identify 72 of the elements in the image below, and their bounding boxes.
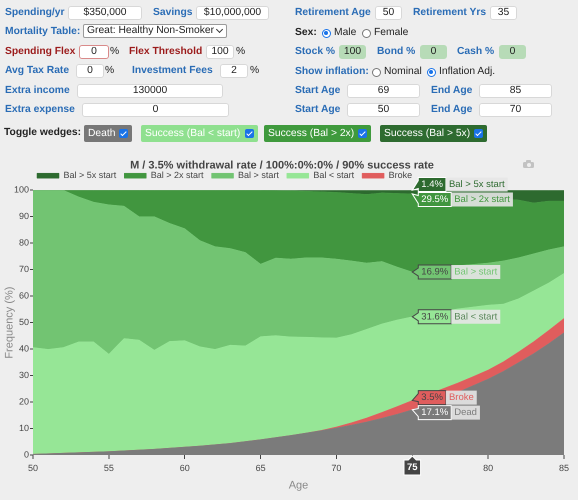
data-label: 16.9%: [421, 266, 449, 278]
text: Start Age: [295, 84, 340, 98]
y-tick-label: 100: [14, 184, 29, 195]
text: Cash %: [457, 45, 494, 59]
text: Male: [334, 26, 356, 40]
legend-label: Broke: [448, 392, 474, 404]
text: Nominal: [384, 65, 422, 79]
text: Stock %: [295, 45, 336, 59]
x-tick-label: 60: [180, 462, 190, 473]
y-axis-title: Frequency (%): [4, 286, 16, 359]
text: %: [110, 45, 120, 59]
x-tick-label: 65: [256, 462, 266, 473]
text: Mortality Table:: [5, 24, 80, 38]
y-tick-label: 60: [18, 290, 29, 301]
y-tick-label: 30: [18, 370, 29, 380]
y-tick-label: 0: [24, 449, 29, 460]
annotation: Dead: [454, 407, 477, 418]
text: Sex:: [295, 26, 317, 40]
legend-label: Bal > 5x start: [64, 170, 117, 180]
text: Toggle wedges:: [4, 126, 82, 140]
text: Spending Flex: [5, 45, 76, 59]
text: Bal > 2x start: [150, 170, 204, 180]
text: %: [250, 64, 260, 78]
text: Bal > 5x start: [448, 179, 505, 190]
text: Flex Threshold: [129, 45, 202, 59]
y-tick-label: 80: [18, 238, 29, 248]
text: End Age: [431, 84, 472, 98]
legend-label: Bal > start: [454, 266, 498, 278]
text: Success (Bal > 5x): [384, 126, 470, 140]
x-axis-title: Age: [288, 479, 308, 492]
y-tick-label: 10: [18, 423, 29, 434]
legend-label: Bal > 2x start: [454, 194, 510, 206]
y-tick-label: 40: [18, 344, 29, 354]
text: Bal < start: [454, 311, 498, 322]
text: Investment Fees: [132, 64, 213, 78]
text: Bal > start: [238, 170, 279, 180]
text: Retirement Yrs: [413, 6, 486, 20]
text: Show inflation:: [295, 65, 369, 79]
y-tick-label: 90: [18, 211, 29, 222]
text: End Age: [431, 103, 472, 117]
text: Avg Tax Rate: [5, 64, 70, 78]
text: Extra expense: [5, 103, 75, 117]
data-label: 1.4%: [421, 179, 444, 190]
text: Extra income: [5, 84, 70, 98]
text: Spending/yr: [5, 6, 64, 20]
text: Inflation Adj.: [439, 65, 496, 79]
x-tick-label: 75: [406, 462, 418, 474]
text: Bond %: [377, 45, 416, 59]
text: Success (Bal > 2x): [268, 126, 354, 140]
text: Death: [88, 126, 116, 140]
text: %: [105, 64, 114, 78]
x-tick-label: 80: [483, 462, 494, 473]
text: Retirement Age: [295, 6, 371, 20]
data-label: 29.5%: [421, 194, 449, 206]
text: Female: [374, 26, 408, 40]
y-tick-label: 70: [18, 264, 29, 274]
data-label: 3.5%: [421, 392, 444, 404]
chart-title: M / 3.5% withdrawal rate / 100%:0%:0% / 90% success rate: [130, 160, 434, 172]
x-tick-label: 55: [104, 462, 114, 473]
legend-label: Bal < start: [313, 170, 355, 180]
data-label: 17.1%: [421, 407, 449, 418]
text: Start Age: [295, 103, 340, 117]
y-tick-label: 50: [18, 317, 29, 328]
text: Savings: [153, 6, 192, 20]
x-tick-label: 50: [28, 462, 38, 473]
x-tick-label: 85: [558, 462, 570, 473]
x-tick-label: 70: [331, 462, 342, 473]
text: %: [236, 45, 246, 59]
y-tick-label: 20: [18, 396, 29, 407]
text: Success (Bal < start): [145, 126, 240, 140]
text: Broke: [388, 170, 412, 180]
data-label: 31.6%: [421, 311, 449, 322]
